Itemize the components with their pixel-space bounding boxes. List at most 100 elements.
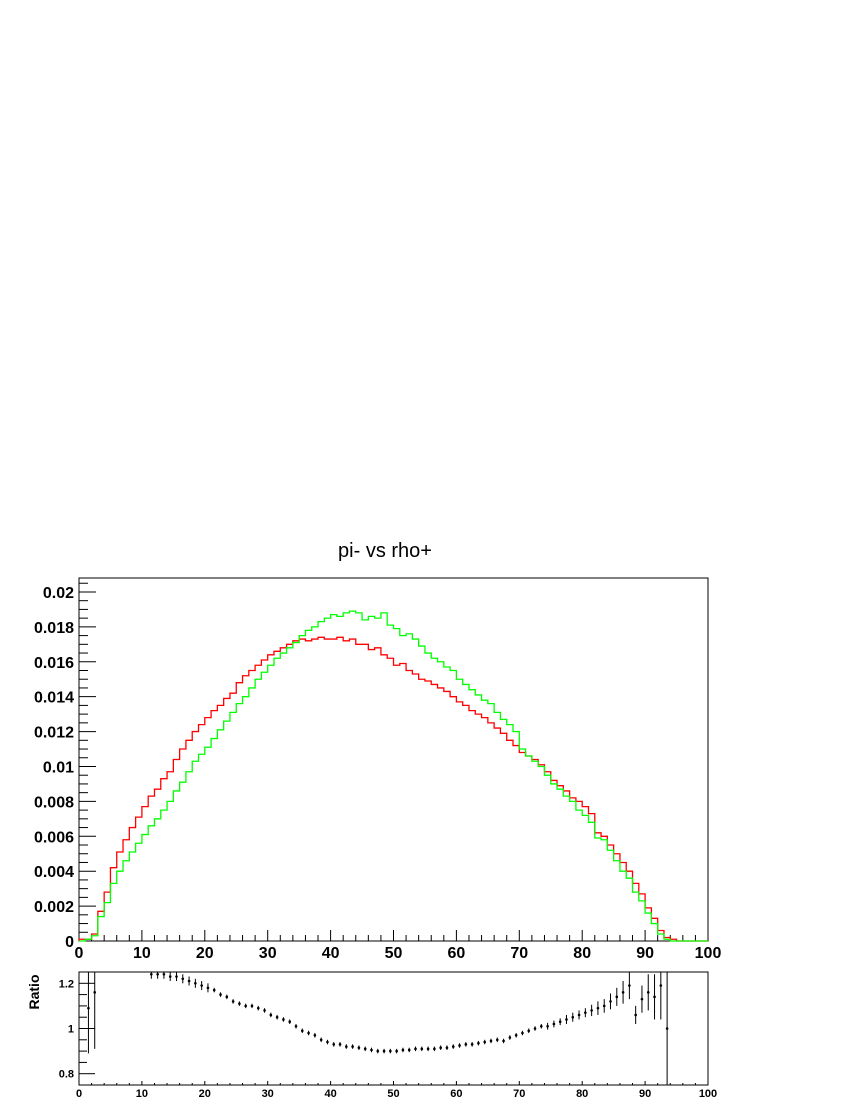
ratio-point	[426, 1047, 430, 1051]
x-tick-label: 90	[636, 945, 654, 962]
pi-minus-histogram	[78, 636, 708, 942]
y-tick-label: 0.012	[34, 725, 74, 742]
ratio-point	[219, 993, 222, 996]
x-tick-label: 10	[133, 945, 151, 962]
ratio-point	[451, 1045, 455, 1048]
ratio-point	[621, 991, 625, 994]
rho-plus-histogram	[79, 610, 708, 942]
ratio-plot-area: 0 10 20 30 40 50 60 70 80 90 100 0.8 1 1.2	[59, 971, 717, 1100]
ratio-point	[162, 972, 166, 976]
y-tick-label: 0.01	[43, 759, 74, 776]
ratio-point	[508, 1036, 512, 1039]
ratio-point	[269, 1013, 273, 1017]
ratio-y-axis-label: Ratio	[26, 975, 42, 1010]
ratio-point	[565, 1018, 568, 1021]
ratio-plot-frame	[78, 971, 709, 1086]
ratio-point	[571, 1015, 575, 1019]
ratio-point	[609, 1000, 612, 1003]
ratio-y-tick-label: 0.8	[59, 1069, 74, 1081]
ratio-point	[244, 1004, 247, 1008]
ratio-x-tick-label: 30	[262, 1088, 274, 1100]
ratio-point	[326, 1040, 329, 1044]
ratio-point	[521, 1031, 524, 1035]
ratio-x-tick-label: 80	[576, 1088, 588, 1100]
ratio-point	[212, 988, 216, 992]
ratio-point	[596, 1006, 600, 1010]
ratio-point	[194, 982, 197, 985]
ratio-point	[514, 1033, 518, 1037]
y-tick-label: 0.006	[34, 829, 74, 846]
ratio-point	[250, 1004, 254, 1008]
ratio-point	[540, 1024, 543, 1028]
ratio-point	[439, 1046, 442, 1050]
ratio-point	[168, 975, 172, 978]
ratio-point	[602, 1004, 606, 1008]
ratio-point	[313, 1033, 317, 1037]
ratio-point	[640, 997, 644, 1001]
ratio-point	[477, 1041, 480, 1045]
ratio-point	[433, 1047, 436, 1051]
ratio-point	[527, 1029, 531, 1033]
ratio-point	[370, 1048, 373, 1052]
x-tick-label: 80	[573, 945, 591, 962]
ratio-point	[307, 1031, 310, 1035]
y-tick-label: 0.02	[43, 585, 74, 602]
ratio-point	[181, 977, 185, 981]
ratio-point	[628, 984, 631, 987]
ratio-point	[345, 1045, 348, 1048]
ratio-x-tick-label: 70	[513, 1088, 525, 1100]
ratio-point	[445, 1046, 449, 1050]
ratio-points	[87, 972, 669, 1085]
x-tick-label: 30	[259, 945, 277, 962]
ratio-point	[332, 1043, 336, 1046]
ratio-point	[376, 1049, 380, 1053]
ratio-point	[256, 1006, 260, 1010]
ratio-point	[231, 1000, 235, 1003]
y-tick-label: 0.004	[34, 864, 74, 881]
ratio-point	[665, 1027, 669, 1030]
ratio-point	[590, 1009, 593, 1012]
x-tick-label: 70	[510, 945, 528, 962]
ratio-point	[464, 1043, 468, 1046]
ratio-point	[288, 1020, 292, 1024]
x-tick-label: 100	[695, 945, 722, 962]
ratio-point	[577, 1013, 581, 1017]
y-tick-label: 0.018	[34, 620, 74, 637]
ratio-point	[351, 1045, 354, 1048]
y-tick-label: 0.008	[34, 794, 74, 811]
ratio-point	[552, 1022, 556, 1026]
ratio-point	[407, 1048, 411, 1052]
ratio-point	[495, 1038, 499, 1042]
x-tick-label: 0	[75, 945, 84, 962]
ratio-point	[206, 986, 210, 990]
ratio-x-tick-label: 60	[450, 1088, 462, 1100]
ratio-point	[659, 984, 663, 987]
ratio-point	[319, 1038, 323, 1042]
ratio-point	[646, 991, 650, 994]
ratio-point	[502, 1039, 505, 1043]
ratio-point	[546, 1024, 549, 1028]
ratio-point	[93, 991, 97, 994]
x-tick-label: 20	[196, 945, 214, 962]
ratio-point	[363, 1047, 367, 1051]
ratio-point	[275, 1015, 279, 1019]
chart-title: pi- vs rho+	[338, 540, 432, 562]
ratio-point	[653, 995, 656, 999]
ratio-point	[338, 1043, 342, 1046]
ratio-point	[533, 1027, 537, 1030]
ratio-point	[489, 1039, 493, 1043]
ratio-x-tick-label: 90	[639, 1088, 651, 1100]
ratio-y-tick-label: 1	[68, 1024, 74, 1036]
ratio-point	[156, 972, 159, 976]
ratio-point	[282, 1018, 285, 1021]
ratio-point	[470, 1043, 474, 1046]
ratio-point	[87, 1006, 90, 1010]
ratio-y-tick-label: 1.2	[59, 978, 74, 990]
ratio-point	[401, 1048, 405, 1052]
x-tick-label: 60	[448, 945, 466, 962]
ratio-x-tick-label: 50	[387, 1088, 399, 1100]
ratio-x-tick-label: 20	[199, 1088, 211, 1100]
ratio-point	[238, 1002, 241, 1005]
ratio-point	[263, 1009, 266, 1012]
